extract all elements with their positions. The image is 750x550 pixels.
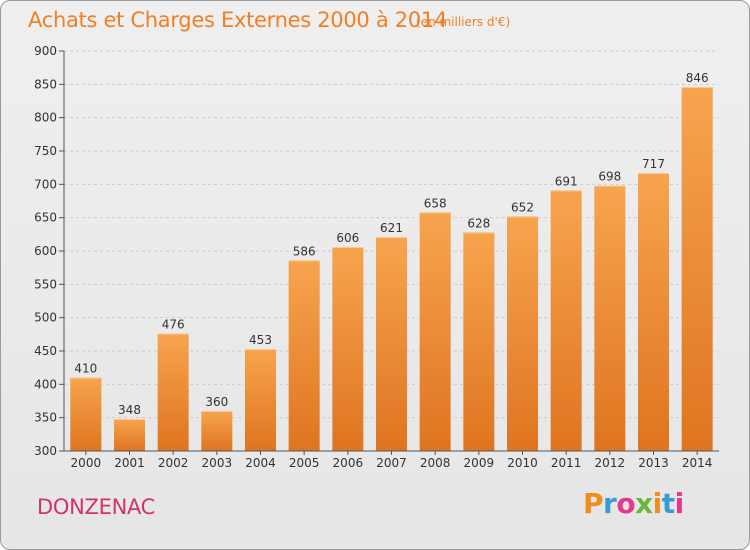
bar-2004 [245, 349, 276, 451]
bar-2013 [638, 173, 669, 451]
data-label: 652 [511, 200, 534, 214]
bar-2003 [201, 411, 233, 451]
bar-2007 [376, 237, 407, 451]
data-label: 586 [293, 244, 316, 258]
chart-title: Achats et Charges Externes 2000 à 2014 [28, 8, 448, 32]
bar-2002 [157, 333, 189, 451]
bar-2005 [288, 260, 320, 451]
y-tick-label: 650 [34, 211, 57, 225]
proxiti-logo: Proxiti [583, 487, 684, 520]
data-label: 410 [74, 362, 97, 376]
bar-2000 [70, 377, 102, 451]
bar-2011 [550, 190, 582, 452]
y-tick-label: 400 [34, 377, 57, 391]
logo-letter: x [635, 487, 653, 520]
bar-2014 [681, 87, 713, 451]
x-tick-label: 2011 [551, 456, 582, 470]
y-tick-label: 700 [34, 177, 57, 191]
bars [70, 87, 713, 452]
data-label: 476 [162, 318, 185, 332]
x-tick-label: 2002 [158, 456, 189, 470]
x-tick-label: 2013 [638, 456, 669, 470]
y-tick-label: 450 [34, 344, 57, 358]
axes [59, 50, 719, 455]
logo-letter: r [603, 487, 617, 520]
commune-name: DONZENAC [37, 495, 156, 519]
x-tick-label: 2008 [420, 456, 451, 470]
data-label: 691 [555, 174, 578, 188]
logo-letter: i [674, 487, 685, 520]
y-tick-label: 350 [34, 411, 57, 425]
x-tick-label: 2006 [333, 456, 364, 470]
y-tick-label: 500 [34, 311, 57, 325]
chart-subtitle: (en milliers d'€) [416, 15, 511, 29]
data-label: 348 [118, 403, 141, 417]
x-tick-label: 2009 [464, 456, 495, 470]
y-tick-label: 300 [34, 444, 57, 458]
data-label: 621 [380, 221, 403, 235]
y-tick-label: 600 [34, 244, 57, 258]
y-tick-label: 750 [34, 144, 57, 158]
logo-letter: i [652, 487, 663, 520]
x-tick-label: 2000 [71, 456, 102, 470]
data-label: 846 [686, 71, 709, 85]
y-tick-label: 550 [34, 277, 57, 291]
logo-letter: o [616, 487, 636, 520]
data-label: 628 [467, 216, 490, 230]
data-label: 606 [336, 231, 359, 245]
data-label: 453 [249, 333, 272, 347]
x-tick-label: 2012 [595, 456, 626, 470]
y-tick-label: 900 [34, 44, 57, 58]
logo-letter: P [583, 487, 604, 520]
bar-2001 [114, 419, 145, 451]
data-label: 717 [642, 157, 665, 171]
bar-2006 [332, 247, 364, 451]
x-tick-label: 2003 [202, 456, 233, 470]
y-tick-label: 850 [34, 77, 57, 91]
bar-2010 [507, 216, 538, 451]
bar-2009 [463, 232, 495, 451]
x-tick-label: 2001 [114, 456, 145, 470]
labels: 300 350 400 450 500 550 600 650 700 750 800 850 900 4… [34, 44, 712, 470]
y-tick-label: 800 [34, 111, 57, 125]
logo-letter: t [661, 487, 675, 520]
data-label: 658 [424, 196, 447, 210]
x-tick-label: 2005 [289, 456, 320, 470]
x-tick-label: 2010 [507, 456, 538, 470]
bar-2012 [594, 185, 626, 451]
data-label: 698 [598, 170, 621, 184]
x-tick-label: 2007 [376, 456, 407, 470]
bar-2008 [419, 212, 451, 451]
x-tick-label: 2014 [682, 456, 713, 470]
x-tick-label: 2004 [245, 456, 276, 470]
data-label: 360 [205, 395, 228, 409]
